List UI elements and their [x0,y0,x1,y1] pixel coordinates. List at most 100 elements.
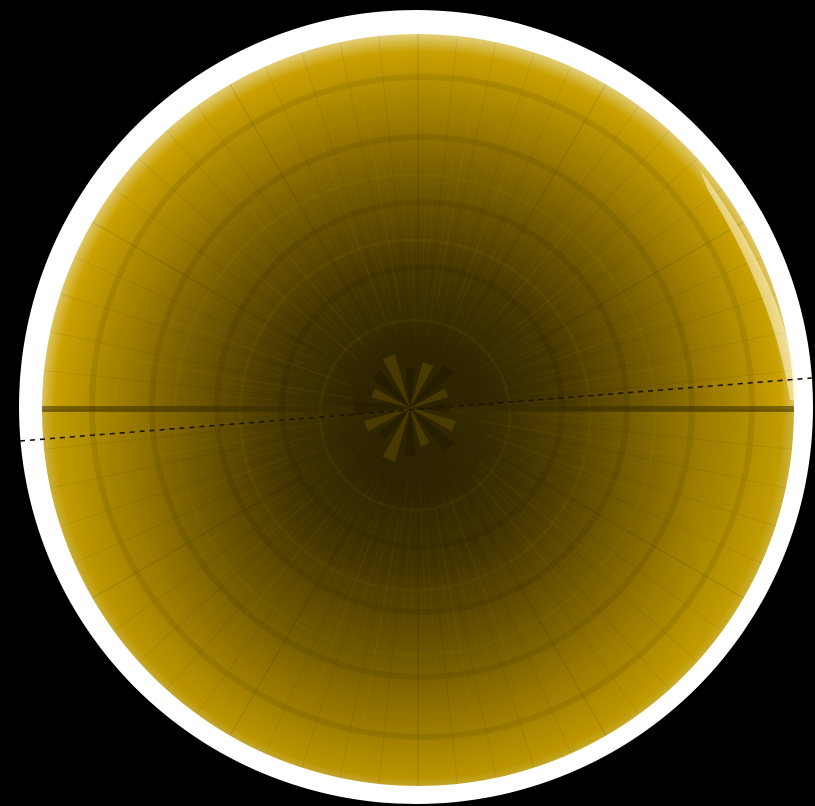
artifact-ray [404,408,416,456]
radial-streak [426,530,445,786]
radial-streak [510,512,673,693]
radial-streak [493,383,794,406]
radial-streak [456,74,597,337]
radial-streak [462,487,609,740]
artifact-ray [410,408,430,447]
radial-streak [517,165,710,327]
radial-streak [420,477,432,786]
radial-streak [70,255,287,352]
radial-streak [493,531,620,733]
radial-streak [239,74,359,299]
radial-streak [546,369,794,397]
radial-streak [300,48,378,285]
radial-streak [102,197,295,327]
radial-streak [465,127,673,357]
radial-streak [351,518,400,785]
radial-streak [457,62,573,320]
radial-streak [227,80,374,333]
artifact-ray [382,408,410,462]
radial-streak [56,436,336,528]
texture-ring [318,318,512,512]
radial-streak [509,356,794,398]
radial-streak [495,466,726,634]
radial-streak [524,243,760,359]
radial-streak [463,454,692,675]
radial-streak [478,175,718,363]
radial-streak [153,136,349,338]
radial-streak [492,505,653,710]
radial-streak [439,485,524,776]
radial-streak [477,521,597,746]
radial-streak [477,80,609,307]
radial-streak [239,483,380,746]
center-artifact [354,354,457,462]
radial-streak [549,279,776,363]
radial-streak [471,110,653,341]
radial-streak [514,413,794,424]
radial-streak [338,38,406,349]
radial-streak [153,488,343,684]
radial-streak [88,219,354,374]
radial-streak [436,545,472,786]
dashed-guide-line [19,377,813,442]
radial-streak [42,422,327,464]
artifact-ray [410,408,455,453]
radial-streak [534,447,780,528]
radial-streak [173,505,339,702]
radial-streak [391,498,413,786]
radial-streak [135,155,332,332]
radial-streak [510,186,726,344]
radial-streak [490,231,754,372]
radial-streak [263,500,379,758]
radial-streak [377,34,410,327]
radial-streak [517,430,790,490]
radial-streak [263,62,374,309]
texture-ring [58,58,772,772]
artifact-ray [371,388,410,408]
radial-streak [523,330,790,388]
radial-streak [448,38,498,267]
radial-streak [364,482,409,786]
radial-streak [426,493,459,786]
radial-streak [52,304,336,387]
radial-streak [478,460,710,655]
radial-streak [476,497,631,726]
radial-streak [194,523,336,718]
radial-streak [163,463,371,693]
radial-streak [512,469,741,612]
radial-streak [541,493,734,623]
radial-streak [227,513,359,740]
radial-streak [364,34,400,275]
radial-streak [453,44,524,285]
radial-streak [404,551,414,786]
radial-streak [65,448,323,553]
radial-streak [537,304,784,377]
texture-ring [173,173,657,657]
texture-ring [113,113,717,717]
radial-streak [300,484,395,772]
radial-streak [473,547,561,763]
radial-streak [325,41,391,298]
radial-streak [422,34,432,269]
radial-streak [549,468,766,565]
radial-streak [338,553,388,782]
radial-streak [423,34,445,322]
radial-streak [325,501,396,779]
radial-streak [499,449,760,577]
radial-streak [436,35,485,302]
radial-streak [453,87,620,354]
radial-streak [486,317,787,394]
radial-streak [483,433,776,541]
radial-streak [205,94,360,323]
radial-streak [481,420,793,477]
artifact-ray [410,363,455,408]
radial-streak [482,446,748,601]
radial-streak [560,343,793,386]
radial-streak [275,467,396,763]
radial-streak [500,292,780,384]
radial-streak [552,443,787,503]
radial-streak [126,493,319,655]
radial-streak [475,94,631,324]
radial-streak [312,535,383,776]
